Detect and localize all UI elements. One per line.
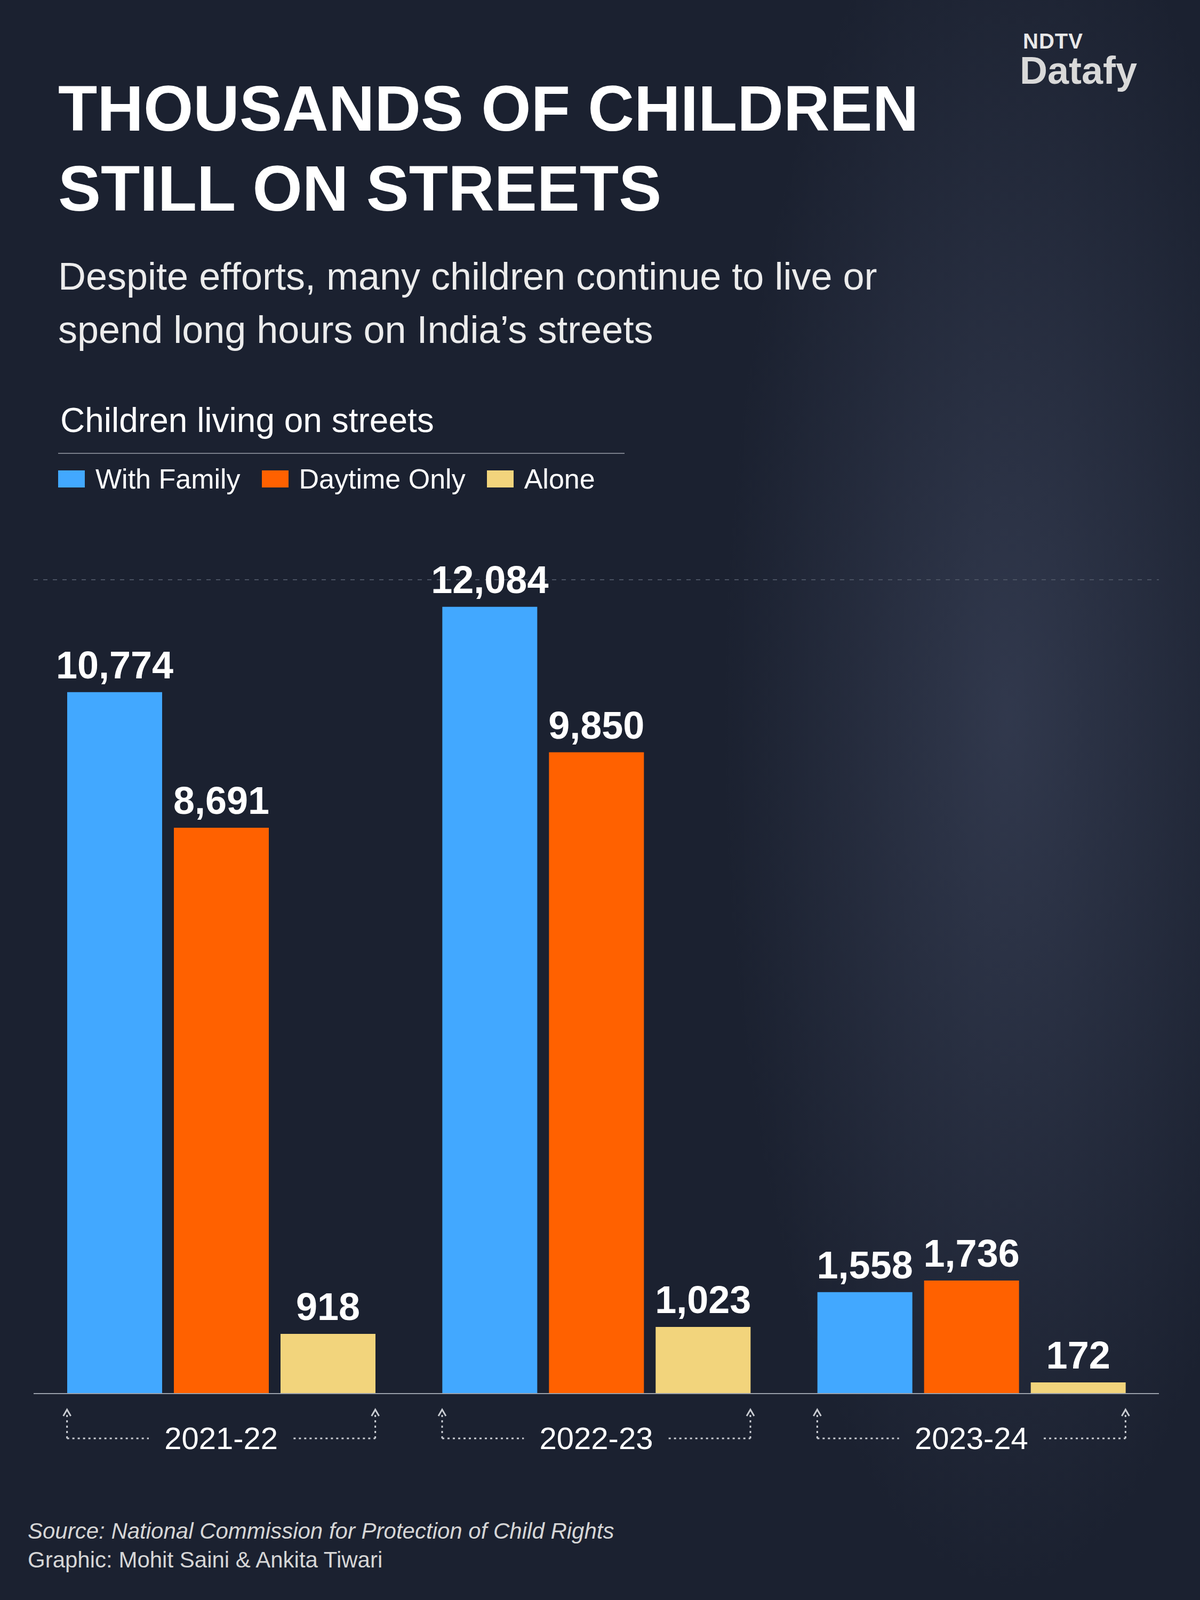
svg-text:9,850: 9,850 (548, 704, 645, 747)
svg-text:1,736: 1,736 (923, 1232, 1020, 1275)
html-text:Alone: Alone (524, 463, 595, 495)
svg-text:172: 172 (1046, 1333, 1111, 1377)
html-text:NDTV: NDTV (1022, 29, 1084, 53)
html-text:Datafy: Datafy (1019, 49, 1138, 92)
svg-text:8,691: 8,691 (173, 779, 270, 822)
html-text:Daytime Only: Daytime Only (298, 463, 466, 495)
svg-text:2023-24: 2023-24 (914, 1420, 1029, 1456)
html-text:With Family: With Family (95, 463, 241, 495)
svg-text:12,084: 12,084 (430, 558, 549, 602)
svg-text:2021-22: 2021-22 (164, 1420, 278, 1456)
svg-text:918: 918 (296, 1285, 360, 1328)
svg-text:2022-23: 2022-23 (539, 1420, 654, 1456)
svg-text:10,774: 10,774 (56, 643, 174, 687)
html-text:Despite efforts, many children: Despite efforts, many children continue … (58, 254, 878, 351)
html-text:THOUSANDS OF CHILDREN STILL ON: THOUSANDS OF CHILDREN STILL ON STREETS (58, 72, 919, 224)
html-text:Source: National Commission fo: Source: National Commission for Protecti… (27, 1518, 615, 1544)
svg-text:1,558: 1,558 (817, 1243, 914, 1287)
html-text:Graphic: Mohit Saini & Ankita: Graphic: Mohit Saini & Ankita Tiwari (27, 1547, 383, 1573)
html-text:Children living on streets: Children living on streets (60, 401, 435, 440)
svg-text:1,023: 1,023 (654, 1278, 751, 1322)
